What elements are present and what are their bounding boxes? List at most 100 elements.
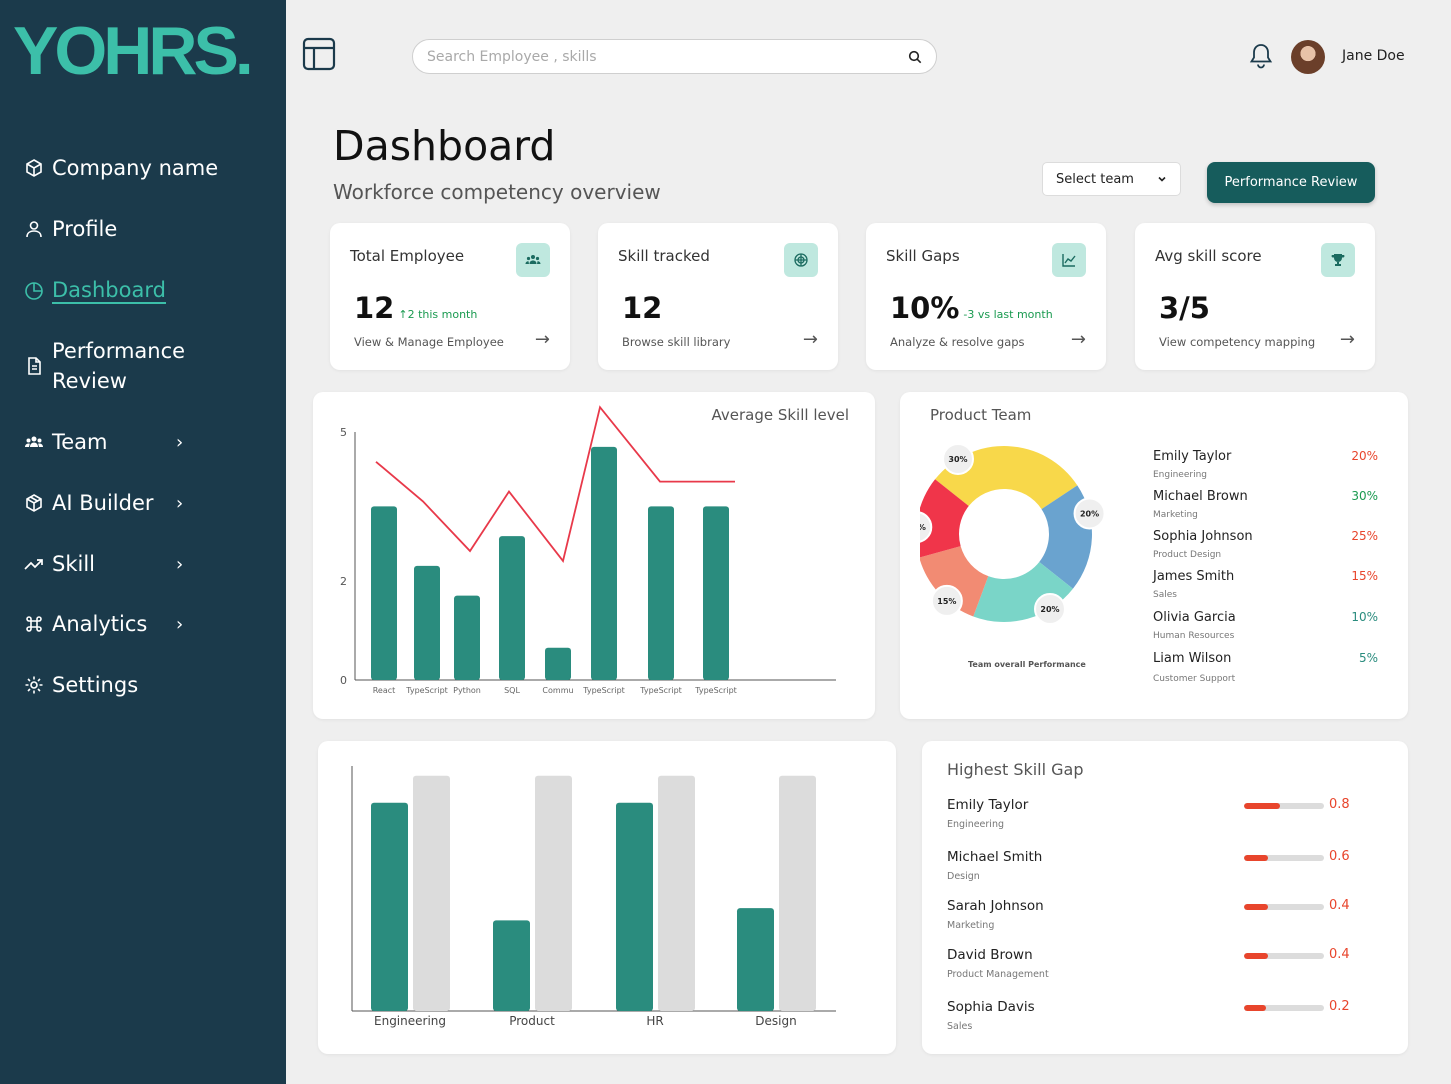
gap-value: 0.6 <box>1329 849 1350 864</box>
member-percent: 10% <box>1351 610 1378 624</box>
member-percent: 30% <box>1351 489 1378 503</box>
member-name: Sophia Johnson <box>1153 529 1253 544</box>
gap-bar <box>1244 1005 1324 1011</box>
stat-title: Skill tracked <box>618 247 710 265</box>
select-team-dropdown[interactable]: Select team <box>1042 162 1181 196</box>
stat-value: 12 <box>354 291 395 325</box>
layout-icon[interactable] <box>302 37 336 71</box>
bar <box>545 647 571 680</box>
employee-role: Marketing <box>947 920 995 931</box>
sidebar-item-label: AI Builder <box>52 491 154 515</box>
member-role: Sales <box>1153 590 1177 600</box>
chart-title: Average Skill level <box>711 406 849 424</box>
select-team-label: Select team <box>1056 171 1134 187</box>
stat-link[interactable]: View competency mapping <box>1159 335 1316 349</box>
sidebar-item-ai-builder[interactable]: AI Builder › <box>24 491 183 515</box>
member-percent: 15% <box>1351 569 1378 583</box>
x-tick-label: SQL <box>504 686 520 695</box>
sidebar-item-analytics[interactable]: Analytics › <box>24 612 183 636</box>
slice-label-badge <box>920 511 933 543</box>
sidebar-item-label: Company name <box>52 156 219 180</box>
sidebar-item-performance-review[interactable]: Performance Review <box>24 336 185 396</box>
page-subtitle: Workforce competency overview <box>333 180 661 204</box>
employee-role: Product Management <box>947 969 1049 980</box>
gap-bar <box>1244 855 1324 861</box>
cube-icon <box>24 493 44 513</box>
stat-link[interactable]: View & Manage Employee <box>354 335 504 349</box>
member-name: Olivia Garcia <box>1153 610 1236 625</box>
stat-link[interactable]: Analyze & resolve gaps <box>890 335 1025 349</box>
user-name[interactable]: Jane Doe <box>1342 48 1405 64</box>
employee-role: Design <box>947 871 980 882</box>
sidebar-item-label: Profile <box>52 217 118 241</box>
average-skill-chart-card: Average Skill level 0 2 5 React TypeScript Py… <box>313 392 875 719</box>
stat-card-avg-skill-score[interactable]: Avg skill score 3/5 View competency mapp… <box>1135 223 1375 370</box>
donut-slice <box>920 546 989 617</box>
stat-card-skill-tracked[interactable]: Skill tracked 12 Browse skill library → <box>598 223 838 370</box>
bar <box>371 802 408 1011</box>
bar <box>591 446 617 680</box>
slice-label-badge <box>942 442 975 475</box>
stat-value: 10% <box>890 291 960 325</box>
arrow-right-icon[interactable]: → <box>1070 329 1086 350</box>
gap-value: 0.8 <box>1329 797 1350 812</box>
bar <box>499 536 525 680</box>
search-input[interactable] <box>427 48 908 65</box>
team-icon <box>516 243 550 277</box>
bar <box>535 775 572 1011</box>
sidebar-item-profile[interactable]: Profile <box>24 217 117 241</box>
x-tick-label: Design <box>755 1014 796 1028</box>
member-name: Emily Taylor <box>1153 449 1232 464</box>
slice-label-badge <box>1033 593 1066 626</box>
member-percent: 20% <box>1351 449 1378 463</box>
series-line <box>375 405 735 563</box>
slice-label-badge <box>1073 497 1106 530</box>
sidebar-item-label: Performance <box>52 339 186 363</box>
bar <box>371 506 397 680</box>
gap-bar-fill <box>1244 1005 1267 1011</box>
sidebar-item-settings[interactable]: Settings <box>24 673 138 697</box>
employee-name: Sophia Davis <box>947 999 1035 1015</box>
performance-review-button[interactable]: Performance Review <box>1207 162 1375 203</box>
arrow-right-icon[interactable]: → <box>534 329 550 350</box>
arrow-right-icon[interactable]: → <box>1339 329 1355 350</box>
bell-icon[interactable] <box>1248 42 1274 70</box>
member-percent: 5% <box>1358 651 1378 665</box>
sidebar-item-dashboard[interactable]: Dashboard <box>24 278 166 304</box>
member-role: Marketing <box>1153 510 1198 520</box>
stat-link[interactable]: Browse skill library <box>622 335 731 349</box>
gap-value: 0.4 <box>1329 898 1350 913</box>
gap-value: 0.2 <box>1329 999 1350 1014</box>
slice-label: 30% <box>948 455 967 464</box>
sidebar-item-label: Dashboard <box>52 278 166 304</box>
sidebar-item-team[interactable]: Team › <box>24 430 183 454</box>
member-percent: 25% <box>1351 529 1378 543</box>
stat-card-total-employee[interactable]: Total Employee 12 ↑2 this month View & Ma… <box>330 223 570 370</box>
x-tick-label: TypeScript <box>405 686 448 695</box>
member-role: Engineering <box>1153 470 1207 480</box>
gap-bar-fill <box>1244 855 1268 861</box>
average-skill-chart: 0 2 5 React TypeScript Python SQL Commu TypeScri… <box>340 405 836 695</box>
avatar[interactable] <box>1291 40 1325 74</box>
bar <box>658 775 695 1011</box>
x-tick-label: TypeScript <box>639 686 682 695</box>
bar <box>414 565 440 680</box>
chevron-right-icon: › <box>176 431 184 453</box>
stat-card-skill-gaps[interactable]: Skill Gaps 10% -3 vs last month Analyze &… <box>866 223 1106 370</box>
gap-bar <box>1244 953 1324 959</box>
department-chart-card: Engineering Product HR Design <box>318 741 896 1054</box>
employee-name: Emily Taylor <box>947 797 1029 813</box>
pie-icon <box>24 281 44 301</box>
trophy-icon <box>1321 243 1355 277</box>
sidebar-item-label-line2: Review <box>52 369 127 393</box>
stat-value: 3/5 <box>1159 291 1210 325</box>
sidebar-item-skill[interactable]: Skill › <box>24 552 183 576</box>
sidebar-item-label: Settings <box>52 673 139 697</box>
search-icon[interactable] <box>908 50 922 64</box>
box-icon <box>24 158 44 178</box>
chevron-right-icon: › <box>176 613 184 635</box>
y-tick-label: 2 <box>340 575 347 588</box>
gap-bar <box>1244 803 1324 809</box>
arrow-right-icon[interactable]: → <box>802 329 818 350</box>
sidebar-item-company[interactable]: Company name <box>24 156 218 180</box>
